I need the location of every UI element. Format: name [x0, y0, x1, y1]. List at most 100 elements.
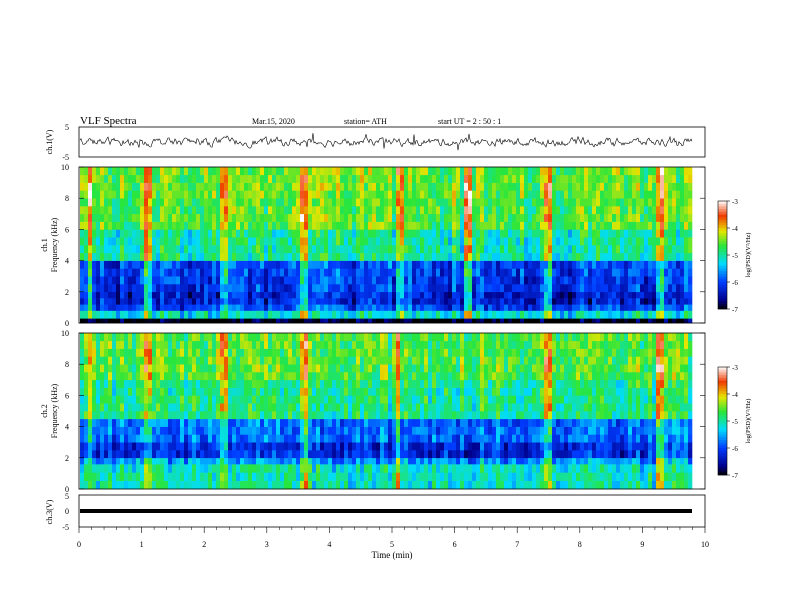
- spectrogram-cell: [188, 190, 193, 199]
- spectrogram-cell: [604, 245, 609, 254]
- spectrogram-cell: [280, 198, 285, 207]
- spectrogram-cell: [224, 395, 229, 404]
- spectrogram-cell: [140, 457, 145, 465]
- spectrogram-cell: [132, 167, 137, 176]
- spectrogram-cell: [476, 268, 481, 277]
- spectrogram-cell: [164, 229, 169, 238]
- spectrogram-cell: [296, 411, 301, 420]
- spectrogram-cell: [344, 372, 349, 381]
- spectrogram-cell: [120, 276, 125, 285]
- spectrogram-cell: [240, 472, 245, 481]
- spectrogram-cell: [204, 213, 209, 222]
- spectrogram-cell: [152, 372, 157, 381]
- spectrogram-cell: [244, 364, 249, 373]
- spectrogram-cell: [680, 237, 685, 246]
- spectrogram-cell: [176, 426, 181, 435]
- spectrogram-cell: [324, 333, 329, 342]
- spectrogram-cell: [272, 198, 277, 207]
- spectrogram-column: [332, 167, 337, 324]
- spectrogram-cell: [272, 472, 277, 481]
- spectrogram-cell: [104, 182, 109, 191]
- spectrogram-cell: [568, 298, 573, 305]
- spectrogram-cell: [232, 304, 237, 311]
- spectrogram-cell: [560, 206, 565, 215]
- spectrogram-cell: [348, 221, 353, 230]
- spectrogram-cell: [156, 284, 161, 293]
- spectrogram-cell: [136, 229, 141, 238]
- spectrogram-column: [192, 167, 197, 324]
- spectrogram-cell: [320, 182, 325, 191]
- spectrogram-cell: [508, 237, 513, 246]
- spectrogram-cell: [564, 190, 569, 199]
- spectrogram-cell: [412, 174, 417, 183]
- spectrogram-cell: [136, 221, 141, 230]
- spectrogram-cell: [412, 252, 417, 261]
- spectrogram-cell: [92, 237, 97, 246]
- spectrogram-cell: [160, 464, 165, 473]
- spectrogram-cell: [348, 372, 353, 381]
- spectrogram-cell: [372, 442, 377, 451]
- spectrogram-cell: [108, 260, 113, 269]
- spectrogram-cell: [208, 268, 213, 277]
- spectrogram-cell: [88, 340, 93, 349]
- spectrogram-cell: [524, 252, 529, 261]
- spectrogram-cell: [352, 418, 357, 427]
- spectrogram-cell: [268, 403, 273, 412]
- spectrogram-cell: [624, 304, 629, 311]
- spectrogram-cell: [584, 284, 589, 293]
- spectrogram-cell: [208, 198, 213, 207]
- spectrogram-cell: [140, 480, 145, 490]
- spectrogram-cell: [120, 472, 125, 481]
- spectrogram-cell: [560, 298, 565, 305]
- spectrogram-cell: [116, 387, 121, 396]
- spectrogram-cell: [320, 229, 325, 238]
- spectrogram-cell: [660, 190, 665, 199]
- spectrogram-cell: [88, 198, 93, 207]
- spectrogram-cell: [180, 379, 185, 388]
- spectrogram-cell: [428, 182, 433, 191]
- spectrogram-cell: [512, 310, 517, 319]
- spectrogram-cell: [328, 318, 333, 324]
- spectrogram-cell: [184, 310, 189, 319]
- spectrogram-cell: [344, 206, 349, 215]
- spectrogram-cell: [288, 190, 293, 199]
- spectrogram-cell: [552, 304, 557, 311]
- spectrogram-cell: [208, 348, 213, 357]
- spectrogram-cell: [656, 198, 661, 207]
- spectrogram-cell: [360, 472, 365, 481]
- spectrogram-cell: [348, 260, 353, 269]
- spectrogram-cell: [596, 276, 601, 285]
- spectrogram-cell: [248, 434, 253, 443]
- frequency-tick-label: 6: [65, 225, 69, 234]
- spectrogram-cell: [260, 229, 265, 238]
- spectrogram-cell: [256, 260, 261, 269]
- spectrogram-cell: [96, 252, 101, 261]
- spectrogram-cell: [508, 252, 513, 261]
- spectrogram-cell: [232, 221, 237, 230]
- spectrogram-cell: [316, 472, 321, 481]
- spectrogram-cell: [468, 237, 473, 246]
- spectrogram-cell: [92, 348, 97, 357]
- spectrogram-cell: [676, 284, 681, 293]
- spectrogram-cell: [276, 229, 281, 238]
- spectrogram-cell: [352, 318, 357, 324]
- spectrogram-cell: [412, 304, 417, 311]
- spectrogram-cell: [276, 464, 281, 473]
- spectrogram-cell: [420, 206, 425, 215]
- spectrogram-cell: [284, 387, 289, 396]
- spectrogram-cell: [672, 245, 677, 254]
- colorbar-segment: [718, 244, 727, 248]
- spectrogram-cell: [568, 229, 573, 238]
- spectrogram-cell: [188, 252, 193, 261]
- spectrogram-cell: [504, 167, 509, 176]
- spectrogram-cell: [140, 206, 145, 215]
- spectrogram-cell: [672, 174, 677, 183]
- spectrogram-cell: [380, 206, 385, 215]
- spectrogram-cell: [168, 298, 173, 305]
- spectrogram-cell: [564, 167, 569, 176]
- spectrogram-column: [344, 333, 349, 490]
- spectrogram-cell: [652, 276, 657, 285]
- spectrogram-cell: [148, 457, 153, 465]
- spectrogram-cell: [212, 221, 217, 230]
- spectrogram-cell: [364, 464, 369, 473]
